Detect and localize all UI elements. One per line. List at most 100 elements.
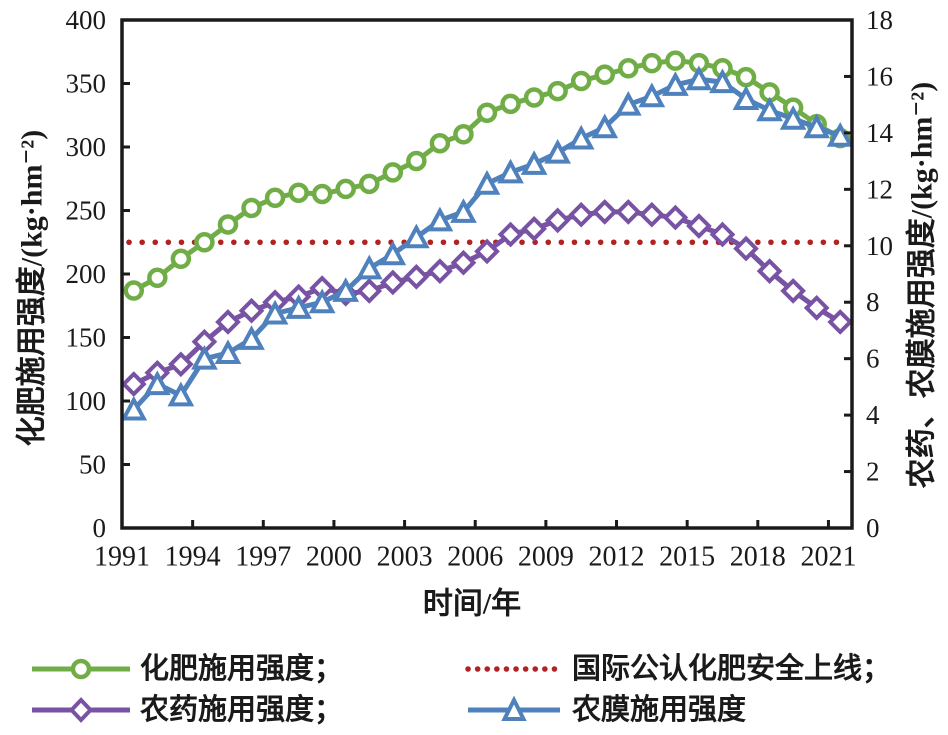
left-tick-label: 200: [66, 259, 107, 289]
diamond-marker-icon: [450, 249, 477, 276]
circle-marker-icon: [288, 182, 309, 203]
diamond-marker-icon: [474, 238, 500, 265]
circle-marker-icon: [453, 124, 474, 145]
right-axis-title: 农药、农膜施用强度/(kg·hm⁻²): [906, 82, 939, 490]
right-tick-label: 8: [866, 287, 880, 317]
circle-marker-icon: [523, 87, 545, 108]
diamond-marker-icon: [639, 201, 665, 228]
triangle-marker-icon: [308, 288, 336, 314]
triangle-marker-icon: [732, 85, 760, 111]
diamond-marker-icon: [120, 371, 147, 397]
right-tick-label: 0: [866, 513, 880, 543]
x-tick-label: 2015: [659, 542, 715, 573]
triangle-marker-icon: [709, 68, 736, 94]
circle-marker-icon: [735, 66, 757, 88]
left-tick-label: 400: [66, 5, 107, 35]
left-axis-title: 化肥施用强度/(kg·hm⁻²): [16, 130, 49, 447]
legend-label-film: 农膜施用强度: [571, 693, 746, 726]
circle-marker-icon: [500, 93, 521, 115]
triangle-marker-icon: [261, 299, 289, 325]
axis-ticks-group: 0 50 100 150 200 250 300 350 400 0 2 4 6 8 10 12 14 16 18 1…: [66, 5, 894, 573]
x-tick-label: 1997: [235, 542, 291, 573]
triangle-marker-icon: [779, 105, 807, 130]
diamond-marker-icon: [403, 263, 430, 290]
diamond-marker-icon: [686, 213, 712, 239]
circle-marker-icon: [311, 183, 333, 205]
legend-label-fertilizer: 化肥施用强度；: [140, 652, 343, 685]
circle-marker-icon: [123, 280, 145, 301]
left-tick-label: 250: [66, 196, 107, 226]
series-film: [120, 65, 854, 421]
diamond-marker-icon: [780, 278, 806, 304]
diamond-marker-icon: [827, 309, 854, 335]
triangle-marker-icon: [426, 206, 454, 232]
circle-marker-icon: [359, 173, 380, 195]
legend: 化肥施用强度； 国际公认化肥安全上线； 农药施用强度； 农膜施用强度: [32, 651, 891, 726]
triangle-marker-icon: [238, 325, 265, 350]
right-tick-label: 6: [866, 344, 880, 374]
diamond-marker-icon: [497, 221, 524, 248]
triangle-marker-icon: [638, 82, 666, 108]
triangle-marker-icon: [473, 169, 501, 195]
series-pesticide: [120, 199, 854, 397]
circle-marker-icon: [217, 214, 239, 235]
x-tick-label: 2000: [306, 542, 362, 573]
diamond-marker-icon: [379, 269, 406, 296]
circle-marker-icon: [594, 64, 615, 85]
circle-marker-icon: [335, 178, 356, 200]
triangle-marker-icon: [167, 381, 195, 407]
triangle-marker-icon: [614, 90, 642, 116]
right-tick-label: 12: [866, 174, 893, 204]
right-tick-label: 18: [866, 5, 893, 35]
diamond-marker-icon: [591, 199, 618, 225]
left-tick-label: 300: [66, 132, 107, 162]
triangle-marker-icon: [191, 344, 218, 370]
x-tick-label: 2009: [518, 542, 574, 573]
left-tick-label: 0: [93, 513, 107, 543]
diamond-marker-icon: [803, 295, 830, 321]
x-tick-label: 2012: [589, 542, 645, 573]
triangle-marker-icon: [450, 198, 477, 223]
circle-marker-icon: [547, 80, 568, 102]
x-axis-title: 时间/年: [423, 588, 521, 621]
diamond-marker-icon: [356, 278, 383, 304]
triangle-marker-icon: [497, 158, 524, 184]
legend-triangle-marker-icon: [501, 695, 527, 721]
triangle-marker-icon: [826, 122, 854, 147]
right-tick-label: 14: [866, 118, 894, 148]
legend-entry-film: 农膜施用强度: [468, 693, 746, 726]
right-tick-label: 16: [866, 61, 893, 91]
circle-marker-icon: [264, 187, 286, 209]
circle-marker-icon: [665, 50, 686, 71]
x-tick-label: 2018: [730, 542, 786, 573]
circle-marker-icon: [382, 162, 404, 183]
triangle-marker-icon: [214, 339, 242, 365]
triangle-marker-icon: [685, 65, 713, 91]
x-tick-label: 1991: [94, 542, 150, 573]
left-tick-label: 150: [66, 323, 107, 353]
circle-marker-icon: [170, 248, 192, 270]
legend-label-pesticide: 农药施用强度；: [139, 693, 343, 726]
circle-marker-icon: [406, 150, 427, 172]
diamond-marker-icon: [568, 201, 595, 228]
x-tick-label: 2021: [800, 542, 856, 573]
triangle-marker-icon: [332, 277, 360, 302]
triangle-marker-icon: [143, 370, 171, 396]
legend-label-safety: 国际公认化肥安全上线；: [572, 651, 891, 685]
triangle-marker-icon: [756, 96, 783, 122]
diamond-marker-icon: [521, 216, 547, 242]
triangle-marker-icon: [403, 223, 430, 249]
diamond-marker-icon: [544, 207, 571, 234]
circle-marker-icon: [618, 58, 639, 79]
series-group: [120, 50, 854, 421]
diamond-marker-icon: [427, 258, 453, 285]
triangle-marker-icon: [567, 124, 595, 150]
circle-marker-icon: [147, 267, 168, 289]
circle-marker-icon: [476, 102, 498, 123]
plot-border: [120, 18, 854, 530]
diamond-marker-icon: [662, 204, 689, 231]
right-tick-label: 10: [866, 231, 893, 261]
legend-diamond-marker-icon: [68, 697, 94, 723]
